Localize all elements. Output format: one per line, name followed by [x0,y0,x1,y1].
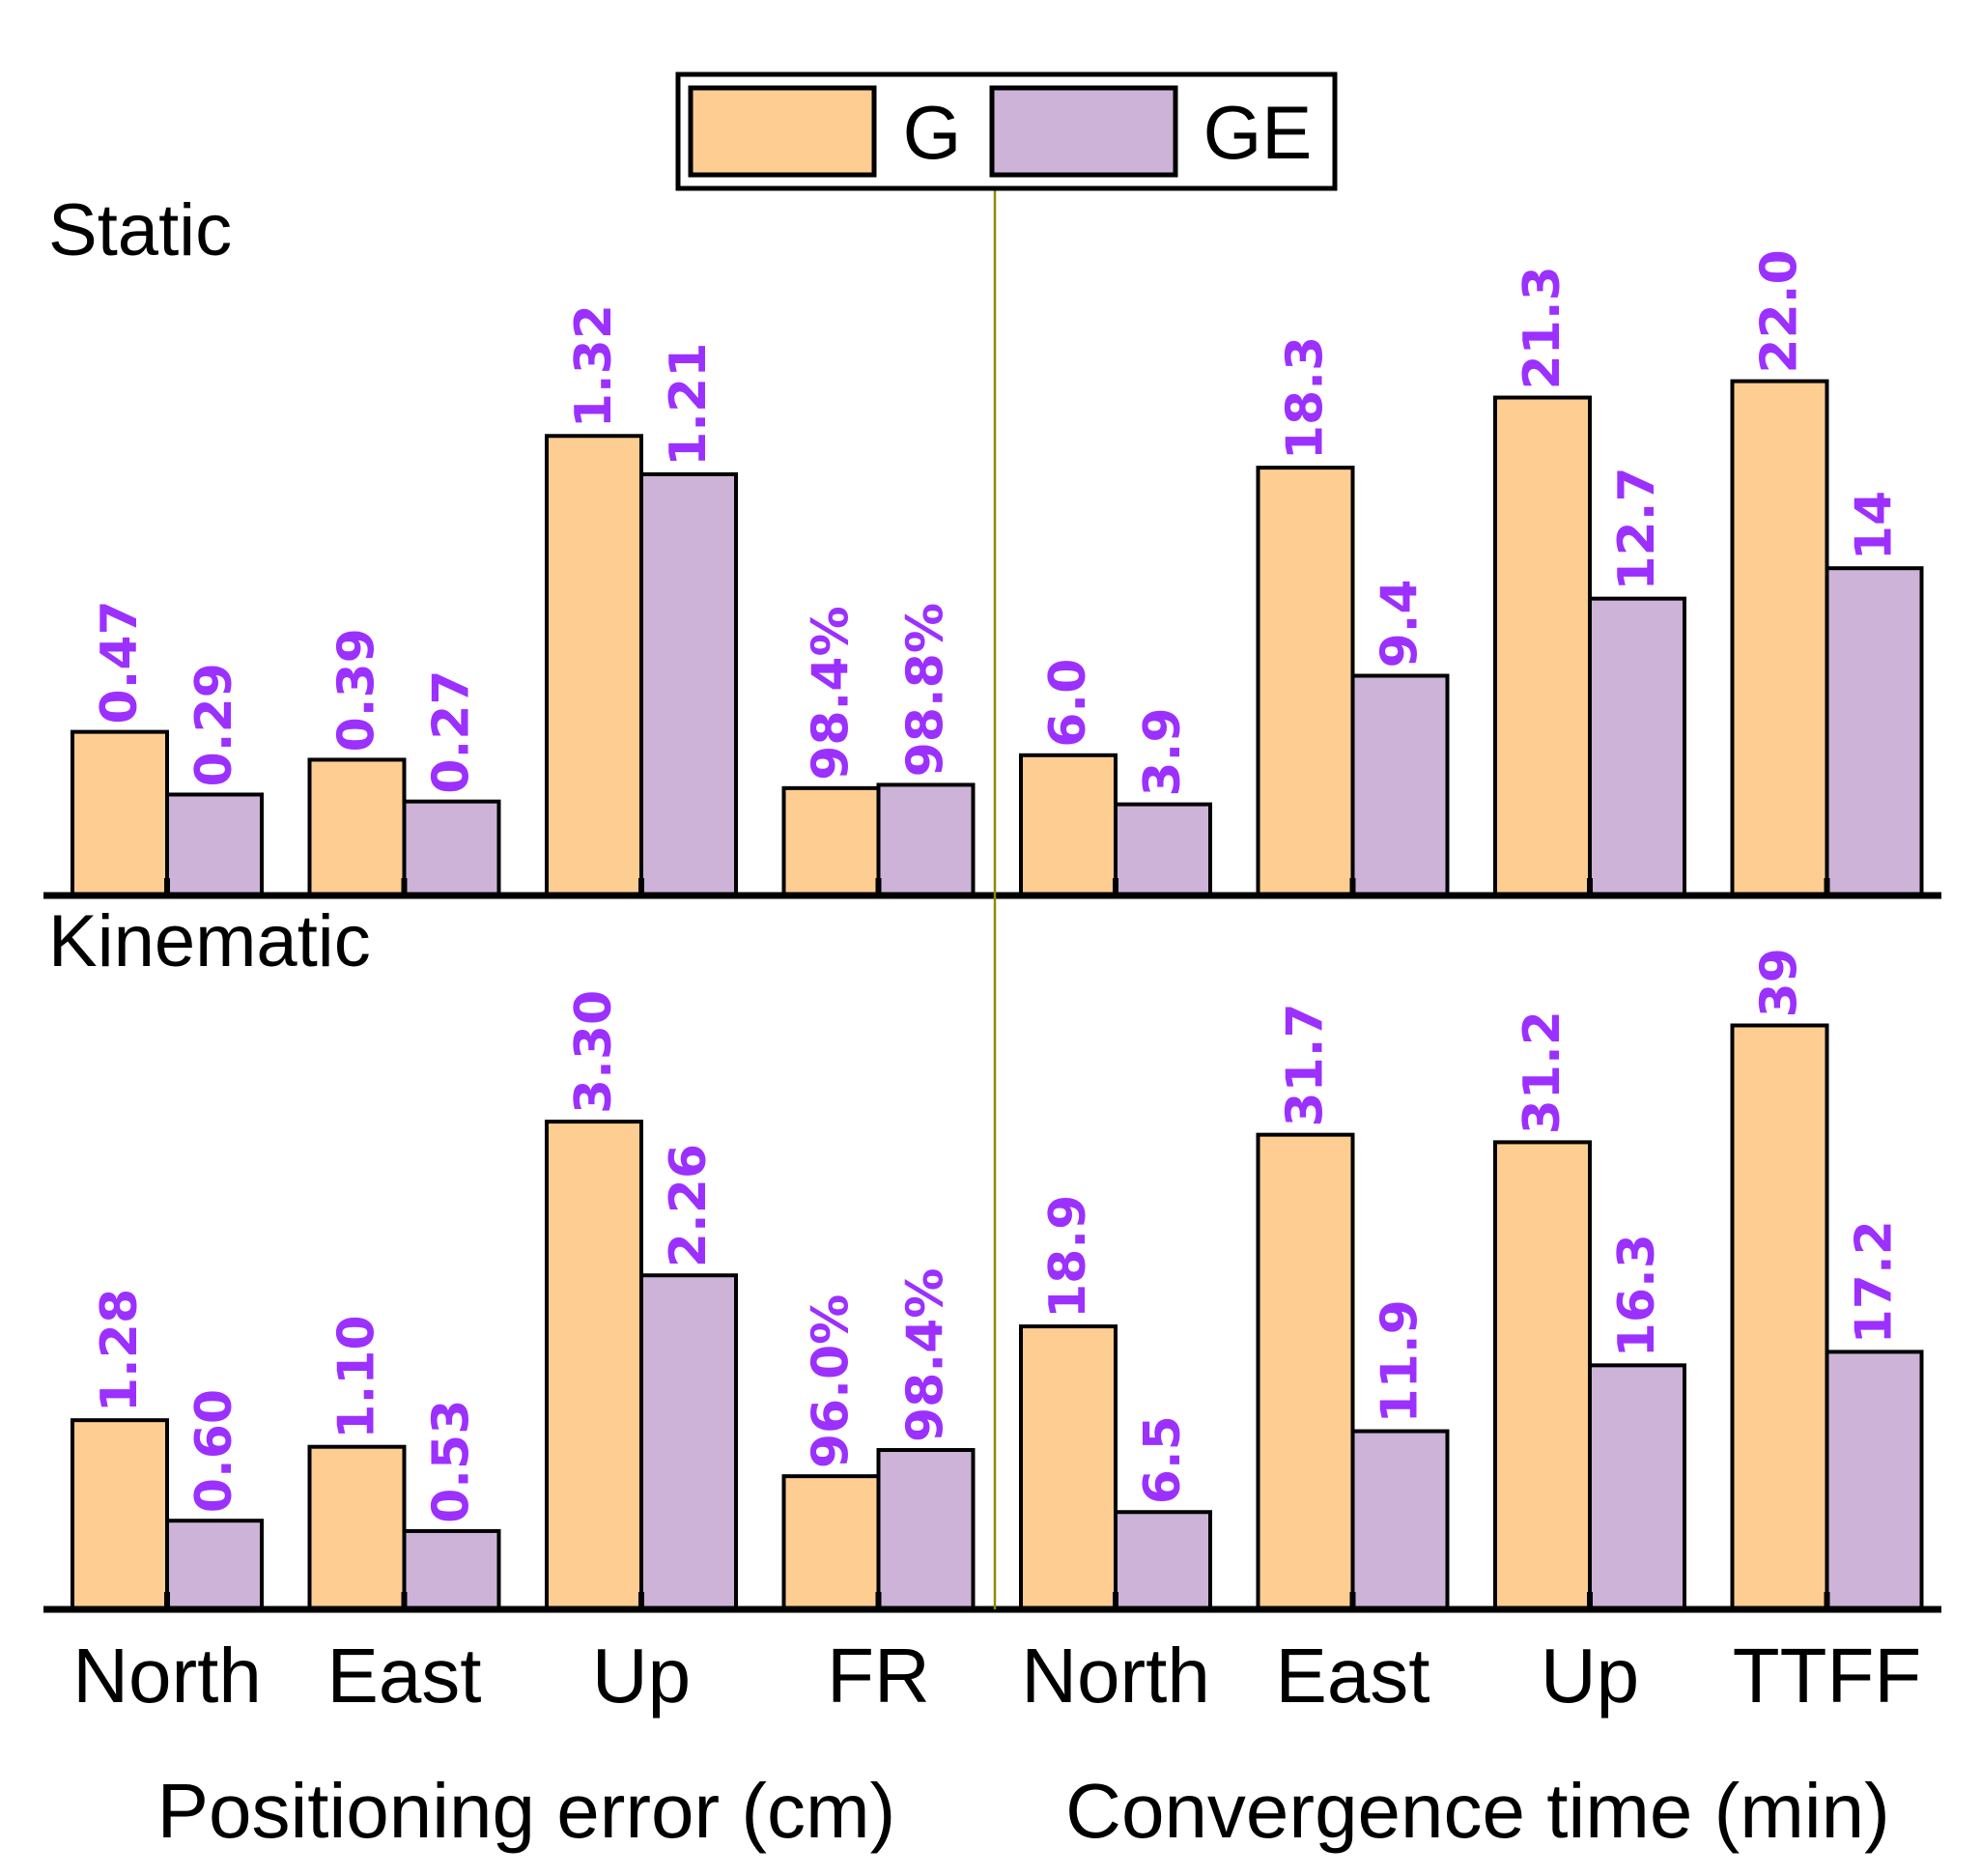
bar-kinematic-ge-3 [876,1448,976,1612]
bar-kinematic-ge-0 [165,1519,264,1611]
group-label-positioning: Positioning error (cm) [157,1768,896,1854]
bar-static-g-3 [781,785,881,897]
data-label-static-ge-4: 3.9 [1134,707,1192,796]
bar-kinematic-g-1 [307,1444,407,1611]
panel-title-kinematic: Kinematic [48,900,371,982]
data-label-static-g-6: 21.3 [1514,266,1571,389]
bar-static-g-4 [1019,753,1118,897]
bar-kinematic-g-0 [71,1418,169,1612]
bar-static-ge-0 [165,792,264,898]
bar-kinematic-g-3 [781,1474,881,1612]
bar-kinematic-ge-7 [1825,1350,1924,1612]
bar-static-ge-5 [1350,673,1450,898]
bar-static-g-6 [1493,395,1592,898]
bar-kinematic-ge-5 [1350,1429,1450,1612]
data-label-kinematic-g-6: 31.2 [1514,1010,1571,1134]
data-label-kinematic-g-4: 18.9 [1039,1195,1097,1319]
bar-kinematic-ge-2 [639,1273,738,1611]
legend-label-g: G [903,90,962,175]
data-label-kinematic-ge-7: 17.2 [1846,1220,1904,1344]
bar-kinematic-g-2 [545,1120,643,1611]
bar-kinematic-ge-1 [402,1528,501,1612]
data-label-static-ge-6: 12.7 [1608,467,1666,590]
bar-kinematic-g-5 [1256,1132,1355,1612]
category-label-4: North [1021,1633,1210,1719]
category-label-1: East [326,1633,481,1719]
data-label-kinematic-g-5: 31.7 [1277,1003,1335,1126]
data-label-static-g-5: 18.3 [1277,336,1335,460]
legend-label-ge: GE [1203,90,1313,175]
data-label-static-ge-5: 9.4 [1372,579,1429,668]
bars-layer [71,379,1924,1612]
bar-static-ge-4 [1114,802,1212,897]
bar-static-ge-6 [1588,596,1686,897]
data-label-kinematic-ge-1: 0.53 [423,1400,481,1523]
data-label-kinematic-ge-2: 2.26 [660,1144,718,1267]
data-label-static-g-1: 0.39 [328,628,386,752]
group-label-convergence: Convergence time (min) [1065,1768,1890,1854]
axes-layer [43,188,1941,1613]
bar-kinematic-g-4 [1019,1324,1118,1612]
category-label-0: North [72,1633,262,1719]
bar-static-g-1 [307,757,407,897]
data-label-static-g-4: 6.0 [1039,659,1097,748]
data-label-static-ge-7: 14 [1846,491,1904,560]
legend-swatch-g [688,85,877,178]
data-label-kinematic-g-2: 3.30 [565,990,623,1114]
data-label-kinematic-ge-3: 98.4% [897,1268,955,1442]
legend: G GE [675,71,1338,191]
data-label-kinematic-ge-0: 0.60 [185,1389,243,1513]
data-label-kinematic-g-3: 96.0% [803,1294,861,1468]
data-label-kinematic-ge-6: 16.3 [1608,1234,1666,1357]
data-label-static-g-2: 1.32 [565,304,623,428]
bar-static-g-5 [1256,466,1355,897]
category-label-6: Up [1541,1633,1639,1719]
panel-title-static: Static [48,189,232,271]
bar-static-g-0 [71,729,169,897]
bar-kinematic-ge-6 [1588,1363,1686,1611]
data-label-static-g-0: 0.47 [91,600,149,724]
data-label-kinematic-ge-5: 11.9 [1372,1299,1429,1423]
data-label-static-ge-0: 0.29 [185,663,243,786]
category-label-3: FR [827,1633,930,1719]
data-label-static-ge-3: 98.8% [897,603,955,777]
bar-static-ge-3 [876,782,976,897]
category-label-5: East [1275,1633,1429,1719]
bar-static-ge-7 [1825,566,1924,897]
bar-kinematic-ge-4 [1114,1510,1212,1611]
category-label-2: Up [592,1633,691,1719]
data-label-kinematic-g-0: 1.28 [91,1289,149,1412]
bar-static-ge-1 [402,799,501,898]
bar-static-ge-2 [639,471,738,897]
category-label-7: TTFF [1733,1633,1921,1719]
bar-kinematic-g-7 [1730,1023,1829,1611]
bar-kinematic-g-6 [1493,1140,1592,1612]
bar-static-g-7 [1730,379,1829,898]
data-label-kinematic-g-7: 39 [1751,948,1809,1017]
data-label-static-ge-1: 0.27 [423,669,481,793]
data-label-static-g-3: 98.4% [803,606,861,780]
data-label-kinematic-ge-4: 6.5 [1134,1415,1192,1504]
labels-layer: Static 0.47 0.29 0.39 0.27 1.32 1.21 98.4% 98.8%… [48,189,1921,1854]
data-label-kinematic-g-1: 1.10 [328,1315,386,1438]
data-label-static-ge-2: 1.21 [660,343,718,467]
legend-swatch-ge [989,85,1178,178]
data-label-static-g-7: 22.0 [1751,249,1809,373]
bar-static-g-2 [545,434,643,897]
